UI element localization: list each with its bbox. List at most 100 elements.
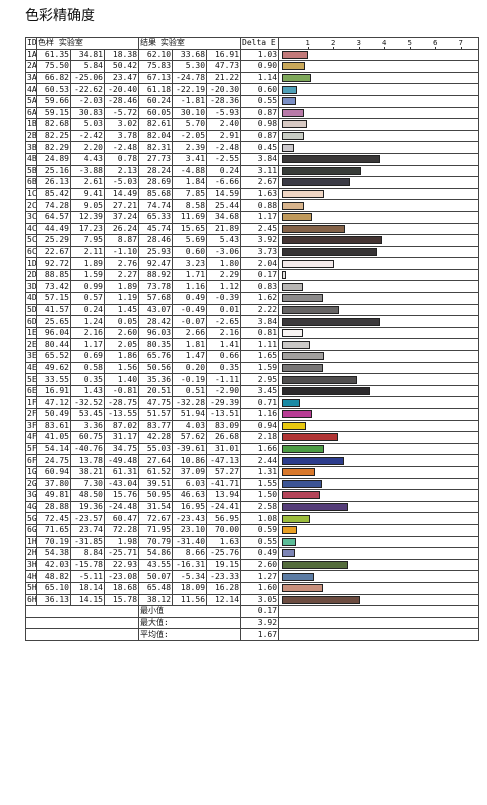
delta-e-bar [282, 479, 322, 488]
result-l: 25.93 [138, 245, 174, 259]
result-l: 50.07 [138, 570, 174, 583]
delta-e-value: 1.66 [240, 442, 280, 456]
sample-a: 23.74 [70, 523, 105, 537]
sample-a: 18.14 [70, 581, 105, 595]
result-l: 61.18 [138, 83, 174, 96]
result-l: 27.64 [138, 454, 174, 467]
result-a: 16.95 [172, 500, 208, 514]
result-a: 18.09 [172, 581, 208, 595]
scale-tick-mark [333, 47, 335, 49]
scale-tick-label: 5 [407, 39, 412, 48]
delta-e-value: 3.73 [240, 245, 280, 259]
row-id: 6G [25, 523, 37, 537]
sample-b: 18.68 [103, 581, 140, 595]
sample-l: 82.25 [36, 129, 71, 143]
delta-e-bar [282, 421, 306, 430]
delta-e-bar [282, 572, 315, 581]
result-l: 62.10 [138, 48, 174, 62]
result-a: -16.31 [172, 558, 208, 572]
delta-e-bar-cell [278, 326, 480, 340]
delta-e-bar [282, 155, 380, 164]
summary-row: 平均值: 1.67 [24, 628, 480, 641]
result-b: -20.30 [206, 83, 242, 96]
table-row: 6A 59.15 30.83 -5.72 60.05 30.10 -5.93 0.87 [25, 106, 480, 120]
sample-a: 5.03 [70, 118, 105, 131]
result-b: 1.63 [206, 535, 242, 549]
table-row: 5H 65.10 18.14 18.68 65.48 18.09 16.28 1.60 [25, 581, 480, 595]
delta-e-bar-cell [278, 361, 480, 375]
row-id: 5C [25, 234, 37, 247]
row-id: 5A [25, 94, 37, 108]
delta-e-bar-cell [278, 384, 480, 398]
sample-b: 87.02 [103, 419, 140, 433]
sample-a: -15.78 [70, 558, 105, 572]
result-b: 0.35 [206, 361, 242, 375]
delta-e-bar-cell [278, 523, 480, 537]
result-l: 20.51 [138, 384, 174, 398]
sample-a: 12.39 [70, 210, 105, 224]
sample-b: -23.08 [103, 570, 140, 583]
result-l: 65.76 [138, 350, 174, 363]
delta-e-bar [282, 247, 378, 256]
delta-e-bar [282, 85, 298, 94]
row-id: 2C [25, 199, 37, 212]
summary-spacer [24, 616, 140, 630]
table-row: 5C 25.29 7.95 8.87 28.46 5.69 5.43 3.92 [25, 234, 480, 247]
sample-b: 1.19 [103, 292, 140, 305]
sample-l: 59.66 [36, 94, 71, 108]
sample-a: 48.50 [70, 489, 105, 502]
row-id: 3F [25, 419, 37, 433]
delta-e-value: 1.60 [240, 581, 280, 595]
result-a: -24.78 [172, 71, 208, 85]
sample-a: 13.78 [70, 454, 105, 467]
result-a: 23.10 [172, 523, 208, 537]
table-row: 2G 37.80 7.30 -43.04 39.51 6.03 -41.71 1.55 [25, 477, 480, 491]
delta-e-bar-cell [278, 454, 480, 467]
sample-l: 60.53 [36, 83, 71, 96]
table-row: 3E 65.52 0.69 1.86 65.76 1.47 0.66 1.65 [25, 350, 480, 363]
delta-e-bar-cell [278, 547, 480, 560]
sample-a: 14.15 [70, 593, 105, 607]
table-row: 4F 41.05 60.75 31.17 42.28 57.62 26.68 2.18 [25, 431, 480, 444]
delta-e-bar [282, 271, 287, 280]
delta-e-bar [282, 317, 380, 326]
row-id: 1A [25, 48, 37, 62]
row-id: 6E [25, 384, 37, 398]
delta-e-bar-cell [278, 570, 480, 583]
sample-l: 26.13 [36, 176, 71, 189]
sample-l: 70.19 [36, 535, 71, 549]
delta-e-value: 1.31 [240, 465, 280, 479]
result-b: -2.65 [206, 315, 242, 328]
delta-e-value: 0.83 [240, 280, 280, 294]
sample-a: 7.30 [70, 477, 105, 491]
delta-e-bar [282, 387, 370, 396]
delta-e-bar-cell [278, 106, 480, 120]
result-a: 1.84 [172, 176, 208, 189]
delta-e-bar [282, 259, 335, 268]
sample-l: 54.14 [36, 442, 71, 456]
result-b: 2.91 [206, 129, 242, 143]
result-a: 8.66 [172, 547, 208, 560]
row-id: 6D [25, 315, 37, 328]
row-id: 5E [25, 373, 37, 386]
table-row: 2D 88.85 1.59 2.27 88.92 1.71 2.29 0.17 [25, 268, 480, 282]
result-b: -28.36 [206, 94, 242, 108]
result-a: 5.69 [172, 234, 208, 247]
sample-b: 50.42 [103, 60, 140, 73]
scale-tick-label: 6 [433, 39, 438, 48]
table-row: 5A 59.66 -2.03 -28.46 60.24 -1.81 -28.36 0.55 [25, 94, 480, 108]
table-row: 2B 82.25 -2.42 3.78 82.04 -2.05 2.91 0.87 [25, 129, 480, 143]
sample-b: 26.24 [103, 222, 140, 236]
sample-a: 34.81 [70, 48, 105, 62]
result-l: 72.67 [138, 512, 174, 525]
result-b: 25.44 [206, 199, 242, 212]
result-b: -29.39 [206, 396, 242, 409]
result-b: -2.48 [206, 141, 242, 154]
summary-bar-spacer [278, 605, 480, 618]
sample-l: 61.35 [36, 48, 71, 62]
delta-e-bar [282, 329, 303, 338]
table-row: 6H 36.13 14.15 15.78 38.12 11.56 12.14 3.05 [25, 593, 480, 607]
row-id: 5B [25, 164, 37, 178]
delta-e-value: 0.17 [240, 268, 280, 282]
sample-l: 16.91 [36, 384, 71, 398]
